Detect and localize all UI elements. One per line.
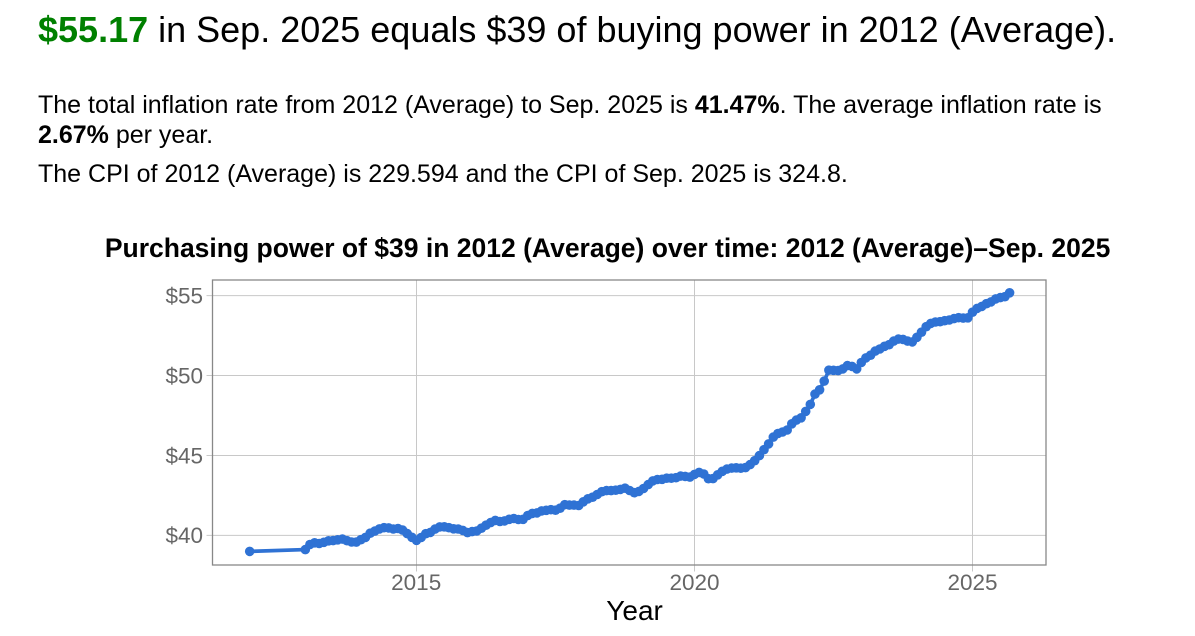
svg-text:$40: $40 (165, 523, 203, 548)
svg-text:2015: 2015 (391, 570, 441, 595)
svg-text:$50: $50 (165, 363, 203, 388)
svg-text:$45: $45 (165, 443, 203, 468)
svg-text:Purchasing power of $39 in 201: Purchasing power of $39 in 2012 (Average… (105, 233, 1110, 263)
svg-text:Year: Year (606, 595, 663, 626)
svg-text:2020: 2020 (669, 570, 719, 595)
svg-text:$55: $55 (165, 283, 203, 308)
svg-text:2025: 2025 (947, 570, 997, 595)
